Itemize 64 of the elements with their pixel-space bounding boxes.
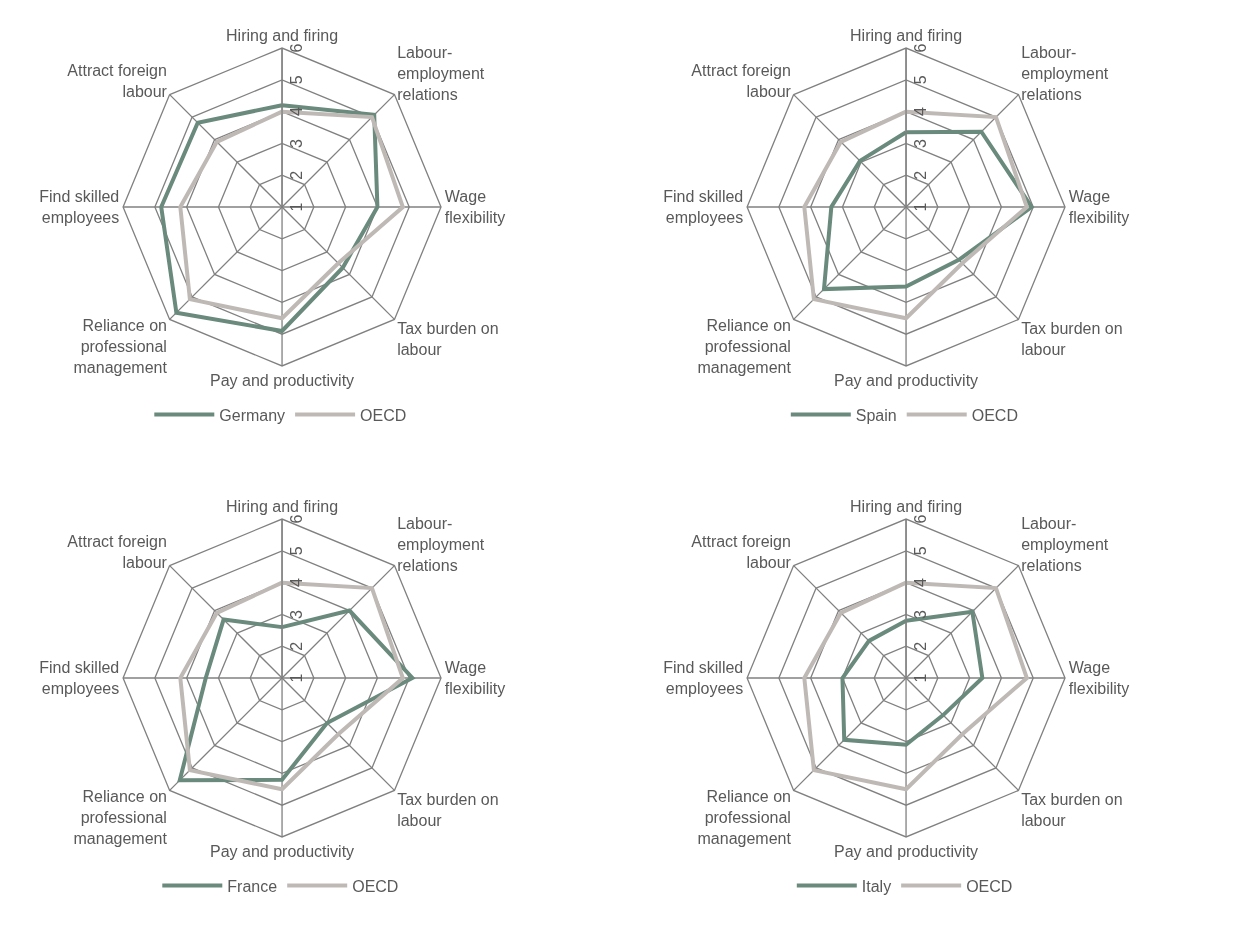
spoke-label: Reliance on professional management <box>73 317 168 376</box>
y-tick-label: 5 <box>911 75 929 85</box>
y-tick-label: 6 <box>287 43 305 53</box>
spoke-label: Wage flexibility <box>1068 188 1130 226</box>
spoke-label: Hiring and firing <box>850 26 963 44</box>
spoke-label: Hiring and firing <box>226 26 339 44</box>
y-tick-label: 6 <box>911 43 929 53</box>
y-tick-label: 3 <box>911 609 929 619</box>
y-tick-label: 1 <box>287 202 305 212</box>
legend-label: Spain <box>855 406 897 424</box>
spoke-label: Reliance on professional management <box>697 788 792 847</box>
spoke-label: Labour- employment relations <box>397 515 485 574</box>
spoke-label: Labour- employment relations <box>1021 515 1109 574</box>
y-tick-label: 4 <box>287 578 305 588</box>
spoke-label: Tax burden on labour <box>397 320 499 359</box>
spoke-label: Tax burden on labour <box>1021 320 1123 359</box>
legend-label: OECD <box>352 877 399 895</box>
spoke-label: Find skilled employees <box>663 659 744 697</box>
spoke-label: Labour- employment relations <box>397 44 485 103</box>
y-tick-label: 1 <box>287 673 305 683</box>
spoke-label: Pay and productivity <box>210 842 355 860</box>
legend-label: Germany <box>219 406 286 424</box>
spoke-label: Labour- employment relations <box>1021 44 1109 103</box>
y-tick-label: 2 <box>287 641 305 651</box>
y-tick-label: 1 <box>911 673 929 683</box>
spoke-label: Wage flexibility <box>444 659 506 697</box>
y-tick-label: 3 <box>911 138 929 148</box>
spoke-label: Attract foreign labour <box>691 61 792 100</box>
spoke-label: Wage flexibility <box>444 188 506 226</box>
spoke-label: Attract foreign labour <box>67 532 168 571</box>
spoke-label: Tax burden on labour <box>397 791 499 830</box>
y-tick-label: 4 <box>911 107 929 117</box>
y-tick-label: 1 <box>911 202 929 212</box>
legend-label: France <box>227 877 278 895</box>
spoke-label: Wage flexibility <box>1068 659 1130 697</box>
y-tick-label: 2 <box>911 170 929 180</box>
y-tick-label: 5 <box>287 546 305 556</box>
spoke-label: Find skilled employees <box>39 659 120 697</box>
spoke-label: Attract foreign labour <box>67 61 168 100</box>
spoke-label: Hiring and firing <box>226 497 339 515</box>
y-tick-label: 6 <box>287 514 305 524</box>
y-tick-label: 3 <box>287 609 305 619</box>
legend-label: Italy <box>861 877 892 895</box>
spoke-label: Attract foreign labour <box>691 532 792 571</box>
y-tick-label: 4 <box>287 107 305 117</box>
legend-label: OECD <box>966 877 1013 895</box>
spoke-label: Hiring and firing <box>850 497 963 515</box>
y-tick-label: 3 <box>287 138 305 148</box>
y-tick-label: 6 <box>911 514 929 524</box>
spoke-label: Pay and productivity <box>834 842 979 860</box>
spoke-label: Reliance on professional management <box>73 788 168 847</box>
spoke-label: Pay and productivity <box>834 371 979 389</box>
y-tick-label: 2 <box>287 170 305 180</box>
y-tick-label: 5 <box>911 546 929 556</box>
y-tick-label: 4 <box>911 578 929 588</box>
spoke-label: Pay and productivity <box>210 371 355 389</box>
y-tick-label: 5 <box>287 75 305 85</box>
legend-label: OECD <box>360 406 407 424</box>
legend-label: OECD <box>971 406 1018 424</box>
spoke-label: Reliance on professional management <box>697 317 792 376</box>
spoke-label: Find skilled employees <box>39 188 120 226</box>
spoke-label: Find skilled employees <box>663 188 744 226</box>
y-tick-label: 2 <box>911 641 929 651</box>
spoke-label: Tax burden on labour <box>1021 791 1123 830</box>
